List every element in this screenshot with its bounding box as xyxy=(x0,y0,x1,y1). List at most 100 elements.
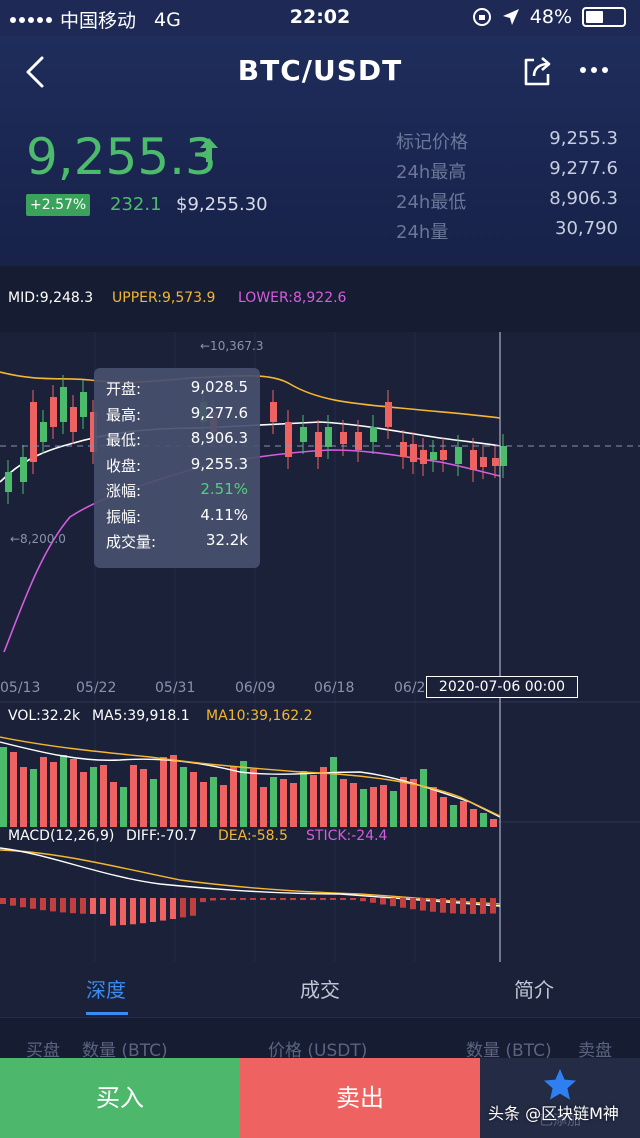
macd-stick-bar xyxy=(100,898,106,914)
candle-body xyxy=(50,397,57,427)
macd-stick: STICK:-24.4 xyxy=(306,828,388,844)
volume-bar xyxy=(260,787,267,827)
macd-stick-bar xyxy=(310,898,316,900)
macd-stick-bar xyxy=(470,898,476,914)
volume-bar xyxy=(40,757,47,827)
tab-intro[interactable]: 简介 xyxy=(514,978,554,1002)
status-left: 中国移动 4G xyxy=(10,6,181,33)
macd-stick-bar xyxy=(60,898,66,913)
macd-stick-bar xyxy=(70,898,76,914)
page-title: BTC/USDT xyxy=(237,54,403,87)
macd-stick-bar xyxy=(340,898,346,900)
candle-body xyxy=(492,458,499,466)
nav-bar: BTC/USDT xyxy=(0,36,640,108)
candle-body xyxy=(370,427,377,442)
tab-trades[interactable]: 成交 xyxy=(300,978,340,1002)
macd-stick-bar xyxy=(320,898,326,900)
buy-button[interactable]: 买入 xyxy=(0,1058,240,1138)
change-absolute: 232.1 xyxy=(110,194,162,215)
macd-stick-bar xyxy=(50,898,56,912)
volume-bar xyxy=(440,797,447,827)
boll-lower: LOWER:8,922.6 xyxy=(238,290,347,306)
action-bar: 买入 卖出 已添加 xyxy=(0,1058,640,1138)
volume-bar xyxy=(230,767,237,827)
star-icon xyxy=(544,1069,576,1100)
stat-24h-volume: 24h量 30,790 xyxy=(396,218,618,243)
vol-value: VOL:32.2k xyxy=(8,708,81,724)
volume-ma10-line xyxy=(0,736,501,817)
change-percent-badge: +2.57% xyxy=(26,194,91,216)
macd-stick-bar xyxy=(200,898,206,903)
candle-body xyxy=(90,412,97,452)
candle-body xyxy=(400,442,407,457)
macd-stick-bar xyxy=(410,898,416,910)
candle-body xyxy=(60,387,67,422)
volume-bar xyxy=(290,783,297,827)
boll-legend: MID:9,248.3 UPPER:9,573.9 LOWER:8,922.6 xyxy=(0,266,640,332)
macd-stick-bar xyxy=(240,898,246,900)
favorite-button[interactable]: 已添加 xyxy=(480,1058,640,1138)
col-bid: 买盘 xyxy=(26,1041,60,1061)
watermark: 头条 @区块链M神 xyxy=(488,1104,619,1123)
macd-stick-bar xyxy=(110,898,116,926)
macd-stick-bar xyxy=(360,898,366,902)
macd-diff: DIFF:-70.7 xyxy=(126,828,197,844)
macd-stick-bar xyxy=(140,898,146,924)
volume-bar xyxy=(280,779,287,827)
location-icon xyxy=(502,9,519,25)
volume-bar xyxy=(20,767,27,827)
macd-stick-bar xyxy=(300,898,306,900)
volume-bar xyxy=(480,813,487,827)
candle-body xyxy=(500,446,507,466)
macd-stick-bar xyxy=(290,898,296,900)
volume-bar xyxy=(400,777,407,827)
x-tick: 05/22 xyxy=(76,680,117,696)
back-icon[interactable] xyxy=(20,54,50,90)
x-tick: 06/18 xyxy=(314,680,355,696)
volume-bar xyxy=(200,782,207,827)
macd-dea-line xyxy=(0,849,501,905)
volume-bar xyxy=(320,767,327,827)
detail-tabs: 深度 成交 简介 xyxy=(0,962,640,1018)
candle-body xyxy=(80,392,87,417)
candle-body xyxy=(30,402,37,462)
volume-bar xyxy=(140,769,147,827)
macd-stick-bar xyxy=(490,898,496,914)
volume-bar xyxy=(360,789,367,827)
volume-bar xyxy=(470,809,477,827)
volume-bar xyxy=(450,805,457,827)
favorite-label: 已添加 xyxy=(539,1113,581,1129)
macd-stick-bar xyxy=(280,898,286,900)
macd-stick-bar xyxy=(390,898,396,907)
macd-stick-bar xyxy=(420,898,426,911)
macd-stick-bar xyxy=(460,898,466,914)
volume-bar xyxy=(50,762,57,827)
candle-body xyxy=(410,444,417,462)
vol-ma5: MA5:39,918.1 xyxy=(92,708,190,724)
tooltip-open: 开盘: 9,028.5 xyxy=(106,378,248,398)
candle-tooltip: 开盘: 9,028.5 最高: 9,277.6 最低: 8,906.3 收盘: 9,25… xyxy=(94,368,260,568)
volume-bar xyxy=(410,779,417,827)
x-tick: 06/09 xyxy=(235,680,276,696)
volume-bar xyxy=(310,775,317,827)
macd-stick-bar xyxy=(260,898,266,900)
col-ask: 卖盘 xyxy=(578,1041,612,1061)
volume-bar xyxy=(10,752,17,827)
macd-stick-bar xyxy=(150,898,156,922)
candle-body xyxy=(340,432,347,444)
share-icon[interactable] xyxy=(520,54,554,88)
volume-bar xyxy=(300,771,307,827)
tooltip-volume: 成交量: 32.2k xyxy=(106,531,248,551)
volume-bar xyxy=(90,767,97,827)
tab-depth[interactable]: 深度 xyxy=(86,978,126,1002)
macd-diff-line xyxy=(0,847,501,907)
more-icon[interactable] xyxy=(578,60,610,80)
battery-percent: 48% xyxy=(529,6,572,28)
vol-ma10: MA10:39,162.2 xyxy=(206,708,313,724)
candle-body xyxy=(40,422,47,442)
volume-bar xyxy=(60,755,67,827)
volume-bar xyxy=(340,779,347,827)
sell-button[interactable]: 卖出 xyxy=(240,1058,480,1138)
high-price-marker: ←10,367.3 xyxy=(200,339,264,353)
volume-bar xyxy=(430,787,437,827)
